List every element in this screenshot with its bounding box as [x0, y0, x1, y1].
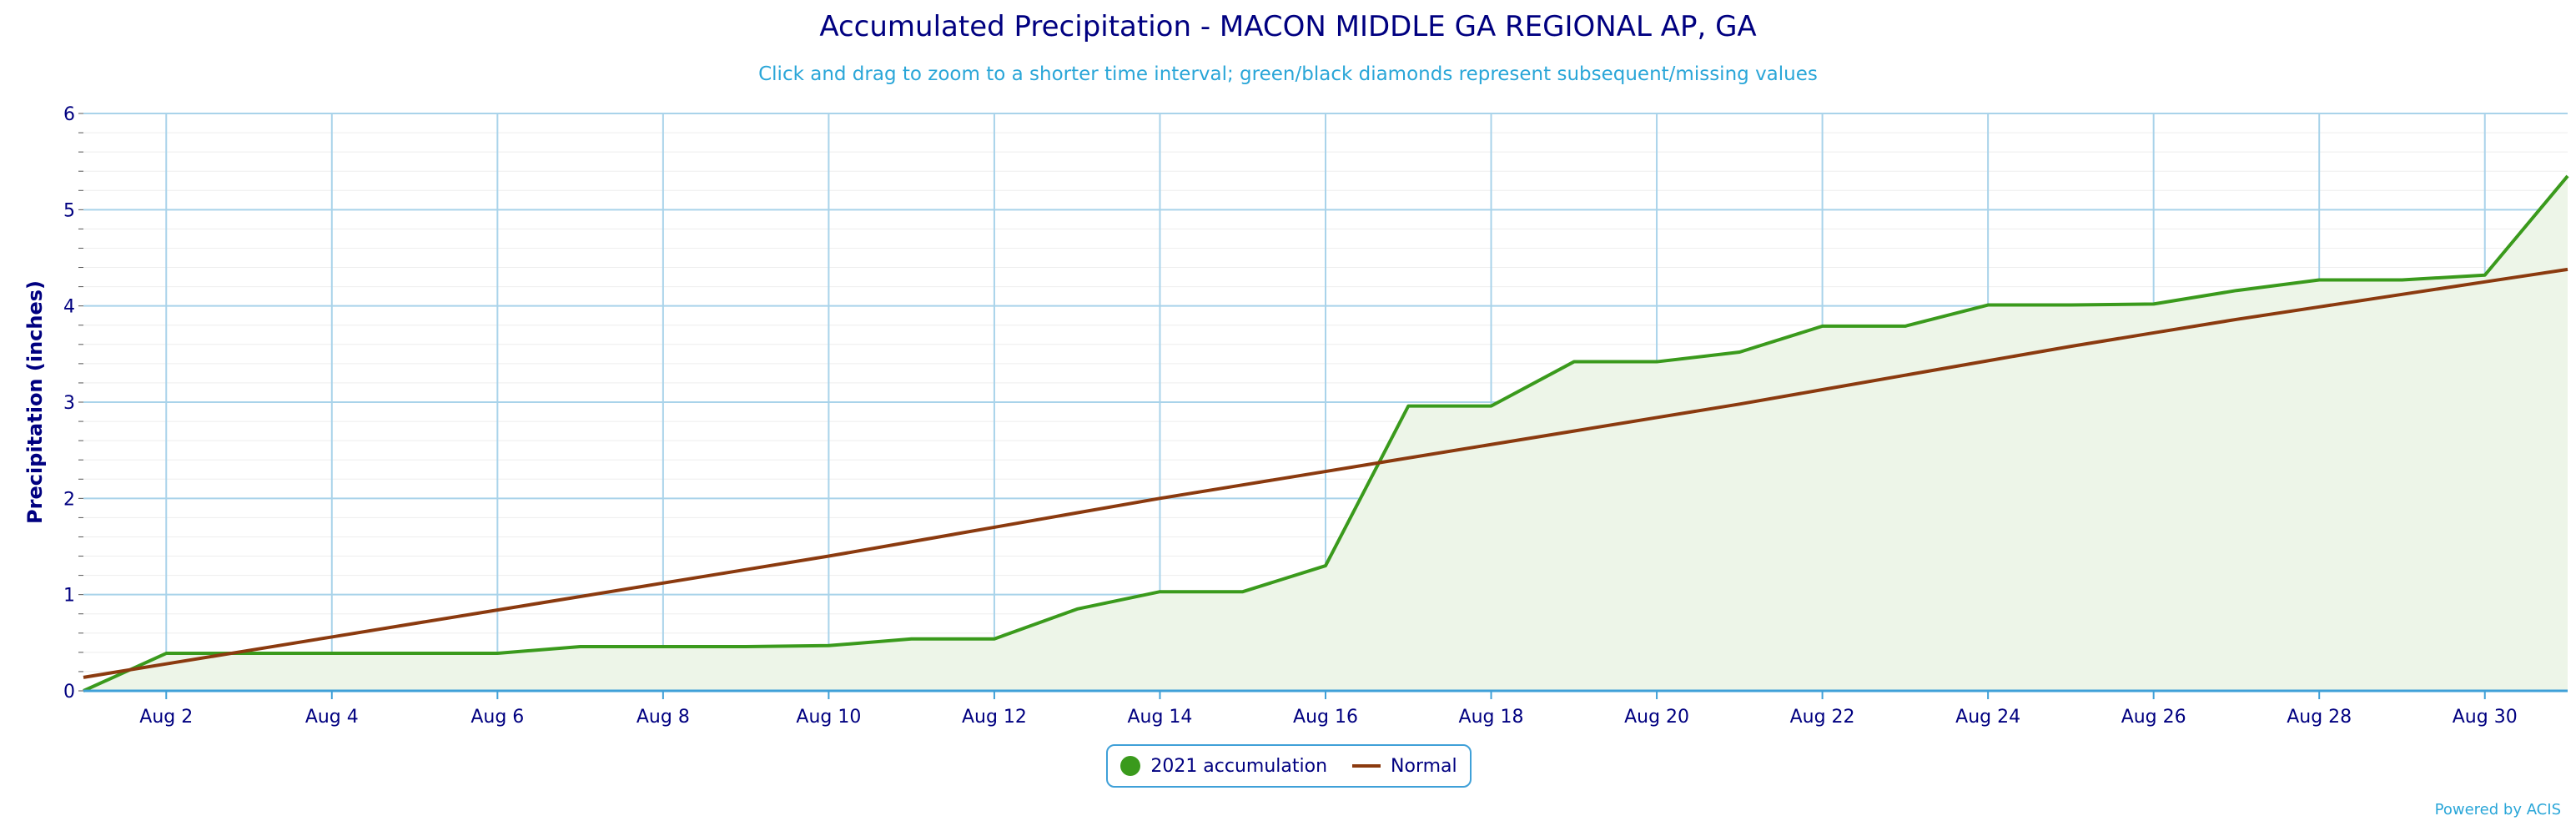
- legend-marker-accumulation: [1120, 756, 1141, 776]
- x-tick-label: Aug 14: [1127, 707, 1192, 728]
- axis-layer: 0 1 2 3 4 5 6 Aug 2 Aug 4 Aug 6 Aug 8 Aug 10 Aug 12 A…: [63, 104, 2568, 728]
- x-tick-label: Aug 18: [1459, 707, 1524, 728]
- normal-line[interactable]: [83, 267, 2568, 679]
- x-tick-label: Aug 6: [470, 707, 524, 728]
- credits-link[interactable]: Powered by ACIS: [2434, 801, 2561, 818]
- x-tick-label: Aug 2: [139, 707, 193, 728]
- accumulation-area: [83, 175, 2568, 691]
- chart-subtitle: Click and drag to zoom to a shorter time…: [758, 63, 1818, 85]
- y-tick-label: 2: [63, 489, 75, 510]
- accumulation-line[interactable]: [83, 174, 2569, 693]
- y-tick-label: 3: [63, 393, 75, 414]
- y-tick-label: 4: [63, 297, 75, 318]
- x-tick-label: Aug 12: [962, 707, 1027, 728]
- x-tick-label: Aug 8: [636, 707, 690, 728]
- chart-title: Accumulated Precipitation - MACON MIDDLE…: [819, 10, 1757, 43]
- x-tick-label: Aug 24: [1955, 707, 2020, 728]
- y-tick-label: 0: [63, 682, 75, 703]
- x-tick-label: Aug 16: [1293, 707, 1358, 728]
- x-tick-label: Aug 30: [2453, 707, 2518, 728]
- y-tick-label: 6: [63, 104, 75, 125]
- x-tick-label: Aug 22: [1790, 707, 1855, 728]
- series-layer: [83, 174, 2569, 693]
- legend-item-accumulation[interactable]: 2021 accumulation: [1120, 756, 1327, 777]
- y-tick-label: 1: [63, 586, 75, 607]
- x-tick-label: Aug 10: [796, 707, 861, 728]
- y-tick-label: 5: [63, 200, 75, 221]
- x-tick-label: Aug 28: [2287, 707, 2352, 728]
- x-tick-label: Aug 26: [2121, 707, 2186, 728]
- x-tick-label: Aug 20: [1624, 707, 1689, 728]
- x-tick-label: Aug 4: [305, 707, 359, 728]
- legend-marker-normal: [1352, 764, 1381, 768]
- legend-item-normal[interactable]: Normal: [1352, 756, 1457, 777]
- y-axis-label: Precipitation (inches): [23, 280, 47, 524]
- legend-label-normal: Normal: [1391, 755, 1457, 777]
- legend-label-accumulation: 2021 accumulation: [1150, 755, 1328, 777]
- chart-legend: 2021 accumulation Normal: [1106, 744, 1472, 788]
